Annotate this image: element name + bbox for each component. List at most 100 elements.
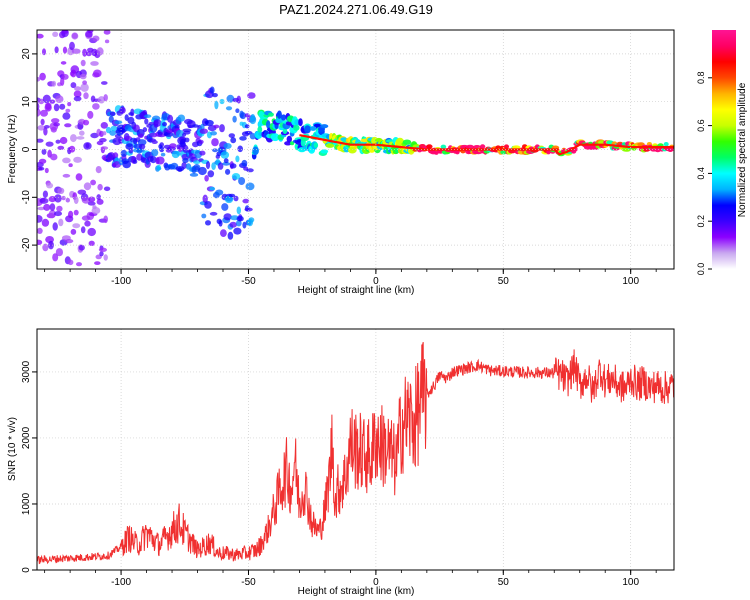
heatmap-cell [142, 109, 148, 117]
heatmap-cell [228, 133, 235, 139]
heatmap-cell [80, 83, 89, 92]
heatmap-cell [73, 90, 82, 98]
heatmap-cell [236, 215, 244, 222]
heatmap-cell [58, 218, 64, 227]
heatmap-cell [156, 164, 161, 171]
heatmap-cell [235, 155, 240, 163]
y-tick-label: 0 [21, 146, 32, 152]
heatmap-cell [119, 106, 126, 114]
heatmap-cell [102, 131, 107, 136]
heatmap-cell [223, 213, 232, 221]
heatmap-cell [65, 197, 71, 203]
heatmap-cell [304, 125, 311, 134]
heatmap-cell [103, 254, 108, 261]
x-tick-label: -100 [111, 276, 131, 287]
heatmap-cell [103, 94, 108, 102]
heatmap-cell [183, 130, 191, 135]
x-tick-label: 50 [498, 276, 510, 287]
heatmap-cell [70, 134, 77, 143]
y-tick-label: 2000 [21, 426, 32, 449]
heatmap-cell [72, 223, 81, 229]
heatmap-cell [54, 46, 59, 54]
heatmap-cell [227, 231, 234, 240]
heatmap-cell [239, 136, 247, 141]
heatmap-cell [53, 103, 60, 112]
heatmap-cell [167, 114, 174, 123]
heatmap-cell [214, 100, 219, 110]
heatmap-cell [67, 259, 74, 266]
heatmap-cell [37, 102, 40, 111]
heatmap-cell [68, 210, 74, 219]
heatmap-cell [62, 112, 71, 120]
heatmap-cell [160, 152, 166, 157]
heatmap-cell [226, 94, 235, 103]
heatmap-cell [479, 144, 486, 149]
heatmap-cell [57, 145, 65, 150]
heatmap-cell [220, 151, 230, 159]
heatmap-cell [94, 261, 101, 265]
heatmap-cell [83, 182, 92, 191]
heatmap-cell [231, 173, 241, 180]
heatmap-cell [325, 143, 335, 148]
heatmap-cell [59, 103, 66, 110]
heatmap-cell [144, 118, 149, 125]
heatmap-cell [70, 65, 80, 74]
heatmap-cell [201, 213, 207, 219]
heatmap-cell [103, 215, 108, 224]
heatmap-cell [249, 133, 256, 140]
heatmap-cell [159, 142, 164, 147]
heatmap-cell [204, 201, 212, 209]
colorbar-tick-label: 0.6 [696, 119, 706, 132]
heatmap-cell [236, 220, 242, 227]
heatmap-cell [109, 130, 117, 136]
heatmap-cell [347, 146, 357, 154]
heatmap-cell [209, 211, 218, 216]
heatmap-cell [80, 59, 86, 67]
heatmap-cell [218, 220, 223, 227]
heatmap-cell [61, 73, 69, 80]
heatmap-cell [52, 222, 58, 231]
heatmap-cell [298, 118, 303, 127]
heatmap-cell [177, 114, 186, 122]
heatmap-cell [96, 47, 104, 56]
heatmap-cell [37, 138, 44, 143]
spectrogram-y-axis-label: Frequency (Hz) [7, 115, 18, 184]
heatmap-cell [426, 144, 433, 149]
heatmap-cell [204, 175, 209, 182]
heatmap-cell [68, 145, 76, 153]
heatmap-cell [103, 30, 111, 35]
heatmap-cell [62, 46, 68, 54]
heatmap-cell [76, 262, 82, 267]
heatmap-cell [87, 201, 96, 206]
heatmap-cell [114, 120, 123, 125]
heatmap-cell [223, 143, 232, 149]
heatmap-cell [91, 207, 101, 215]
spectrogram-grid [37, 30, 674, 269]
heatmap-cell [266, 120, 271, 129]
heatmap-cell [45, 141, 54, 147]
heatmap-cell [43, 127, 48, 136]
heatmap-cell [75, 173, 83, 181]
heatmap-cell [37, 125, 45, 131]
y-tick-label: -10 [21, 190, 32, 205]
heatmap-cell [244, 124, 250, 129]
heatmap-cell [229, 221, 237, 228]
heatmap-cell [150, 156, 157, 164]
heatmap-cell [46, 182, 54, 189]
heatmap-cell [465, 144, 475, 150]
heatmap-cell [268, 112, 274, 117]
heatmap-cell [37, 206, 45, 211]
heatmap-cell [54, 211, 62, 217]
heatmap-cell [39, 72, 46, 81]
heatmap-cell [38, 98, 45, 105]
colorbar: 0.0 0.2 0.4 0.6 0.8 Normalized spectral ampl… [696, 30, 748, 275]
heatmap-cell [42, 94, 51, 104]
heatmap-cell [78, 244, 85, 251]
colorbar-tick-label: 0.4 [696, 167, 706, 180]
heatmap-cell [71, 48, 81, 54]
heatmap-cell [99, 138, 107, 143]
heatmap-cell [182, 157, 189, 163]
heatmap-cell [59, 136, 68, 145]
heatmap-cell [212, 93, 218, 98]
heatmap-cell [240, 112, 246, 120]
